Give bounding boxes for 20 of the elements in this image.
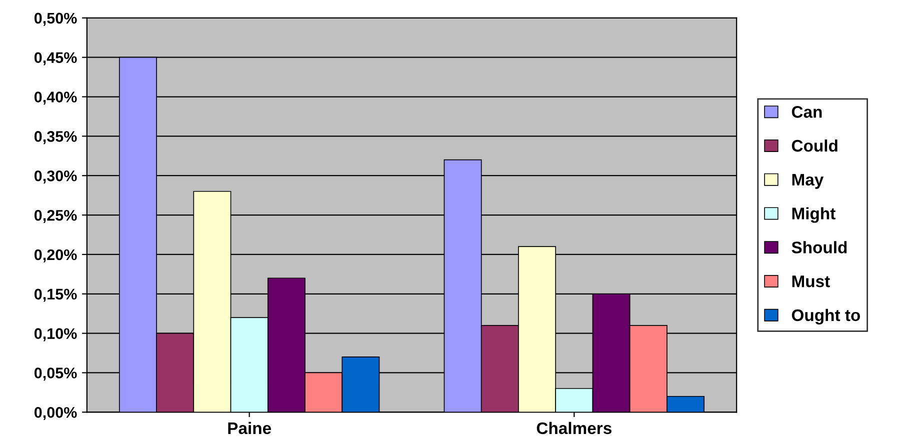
y-tick-label: 0,35%	[34, 131, 77, 144]
legend-label: Ought to	[792, 308, 860, 324]
y-tick-label: 0,50%	[34, 12, 77, 26]
y-tick-label: 0,30%	[34, 170, 77, 184]
legend-label: Could	[792, 139, 838, 152]
y-tick-label: 0,40%	[34, 92, 77, 105]
y-tick-label: 0,15%	[34, 288, 77, 302]
legend-label: Can	[792, 106, 822, 118]
y-tick-label: 0,00%	[34, 407, 77, 420]
y-tick-label: 0,05%	[34, 368, 77, 381]
legend-label: May	[792, 174, 824, 189]
y-tick-label: 0,45%	[34, 52, 77, 66]
legend-label: Must	[792, 276, 830, 288]
x-tick-label: Chalmers	[536, 422, 612, 434]
x-tick-label: Paine	[228, 422, 272, 434]
y-tick-label: 0,20%	[34, 249, 77, 262]
legend-label: Might	[792, 207, 836, 223]
legend-label: Should	[792, 241, 847, 254]
y-tick-label: 0,10%	[34, 328, 77, 342]
y-tick-label: 0,25%	[34, 210, 77, 223]
